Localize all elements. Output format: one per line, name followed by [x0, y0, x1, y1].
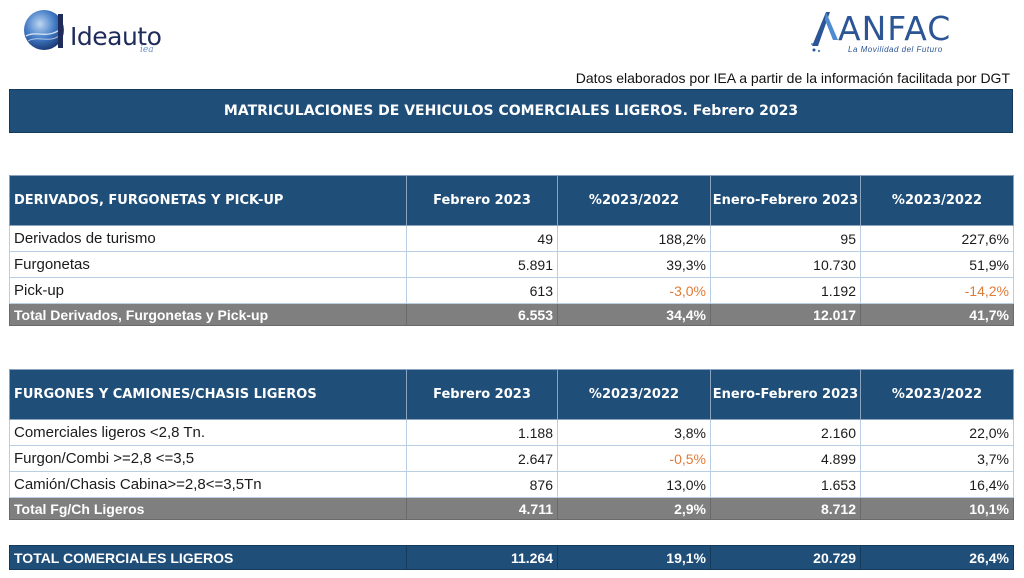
header-pct-month: %2023/2022 [557, 369, 711, 420]
header-ytd: Enero-Febrero 2023 [710, 175, 861, 226]
total-month: 4.711 [406, 497, 558, 520]
row-label: Camión/Chasis Cabina>=2,8<=3,5Tn [9, 471, 407, 498]
globe-icon [24, 10, 64, 50]
cell-ytd: 10.730 [710, 251, 861, 278]
table-row: Furgon/Combi >=2,8 <=3,5 2.647 -0,5% 4.8… [9, 445, 1014, 472]
cell-pct-ytd: 22,0% [860, 419, 1014, 446]
cell-pct-month: 188,2% [557, 225, 711, 252]
table-header-row: FURGONES Y CAMIONES/CHASIS LIGEROS Febre… [9, 369, 1014, 420]
header-category: FURGONES Y CAMIONES/CHASIS LIGEROS [9, 369, 407, 420]
header-month: Febrero 2023 [406, 369, 558, 420]
grand-total-pct-month: 19,1% [557, 545, 711, 570]
grand-total-ytd: 20.729 [710, 545, 861, 570]
table-row: Derivados de turismo 49 188,2% 95 227,6% [9, 225, 1014, 252]
cell-pct-ytd: 16,4% [860, 471, 1014, 498]
total-row: Total Fg/Ch Ligeros 4.711 2,9% 8.712 10,… [9, 497, 1014, 520]
total-month: 6.553 [406, 303, 558, 326]
cell-month: 5.891 [406, 251, 558, 278]
cell-pct-ytd: 3,7% [860, 445, 1014, 472]
cell-pct-month: 39,3% [557, 251, 711, 278]
header-pct-month: %2023/2022 [557, 175, 711, 226]
cell-pct-ytd: -14,2% [860, 277, 1014, 304]
row-label: Comerciales ligeros <2,8 Tn. [9, 419, 407, 446]
anfac-logo-sub: La Movilidad del Futuro [848, 45, 943, 54]
cell-month: 613 [406, 277, 558, 304]
grand-total-month: 11.264 [406, 545, 558, 570]
cell-ytd: 1.192 [710, 277, 861, 304]
cell-month: 1.188 [406, 419, 558, 446]
total-pct-ytd: 10,1% [860, 497, 1014, 520]
table-row: Furgonetas 5.891 39,3% 10.730 51,9% [9, 251, 1014, 278]
cell-pct-month: 3,8% [557, 419, 711, 446]
cell-pct-month: -0,5% [557, 445, 711, 472]
table-row: Camión/Chasis Cabina>=2,8<=3,5Tn 876 13,… [9, 471, 1014, 498]
ideauto-logo: Ideauto iea [22, 8, 172, 55]
table-furgones: FURGONES Y CAMIONES/CHASIS LIGEROS Febre… [9, 369, 1014, 520]
total-pct-month: 34,4% [557, 303, 711, 326]
total-ytd: 8.712 [710, 497, 861, 520]
header-pct-ytd: %2023/2022 [860, 369, 1014, 420]
cell-month: 2.647 [406, 445, 558, 472]
header-month: Febrero 2023 [406, 175, 558, 226]
row-label: Furgon/Combi >=2,8 <=3,5 [9, 445, 407, 472]
cell-pct-ytd: 51,9% [860, 251, 1014, 278]
grand-total-row: TOTAL COMERCIALES LIGEROS 11.264 19,1% 2… [9, 545, 1014, 570]
cell-pct-month: -3,0% [557, 277, 711, 304]
row-label: Furgonetas [9, 251, 407, 278]
cell-ytd: 2.160 [710, 419, 861, 446]
cell-ytd: 4.899 [710, 445, 861, 472]
grand-total-pct-ytd: 26,4% [860, 545, 1014, 570]
header-ytd: Enero-Febrero 2023 [710, 369, 861, 420]
total-pct-ytd: 41,7% [860, 303, 1014, 326]
report-title: MATRICULACIONES DE VEHICULOS COMERCIALES… [9, 89, 1013, 133]
grand-total-table: TOTAL COMERCIALES LIGEROS 11.264 19,1% 2… [9, 545, 1014, 570]
ideauto-logo-name: Ideauto [70, 22, 162, 51]
total-label: Total Fg/Ch Ligeros [9, 497, 407, 520]
grand-total-label: TOTAL COMERCIALES LIGEROS [9, 545, 407, 570]
header-category: DERIVADOS, FURGONETAS Y PICK-UP [9, 175, 407, 226]
cell-ytd: 1.653 [710, 471, 861, 498]
table-header-row: DERIVADOS, FURGONETAS Y PICK-UP Febrero … [9, 175, 1014, 226]
cell-month: 876 [406, 471, 558, 498]
table-row: Comerciales ligeros <2,8 Tn. 1.188 3,8% … [9, 419, 1014, 446]
total-ytd: 12.017 [710, 303, 861, 326]
header-pct-ytd: %2023/2022 [860, 175, 1014, 226]
table-derivados: DERIVADOS, FURGONETAS Y PICK-UP Febrero … [9, 175, 1014, 326]
ideauto-logo-sub: iea [140, 45, 154, 55]
cell-pct-month: 13,0% [557, 471, 711, 498]
anfac-logo: ANFAC La Movilidad del Futuro [808, 6, 968, 56]
cell-pct-ytd: 227,6% [860, 225, 1014, 252]
total-label: Total Derivados, Furgonetas y Pick-up [9, 303, 407, 326]
cell-month: 49 [406, 225, 558, 252]
row-label: Pick-up [9, 277, 407, 304]
total-pct-month: 2,9% [557, 497, 711, 520]
anfac-logo-name: ANFAC [838, 9, 952, 48]
total-row: Total Derivados, Furgonetas y Pick-up 6.… [9, 303, 1014, 326]
source-note: Datos elaborados por IEA a partir de la … [575, 70, 1010, 86]
cell-ytd: 95 [710, 225, 861, 252]
anfac-mark-icon [811, 12, 838, 53]
table-row: Pick-up 613 -3,0% 1.192 -14,2% [9, 277, 1014, 304]
row-label: Derivados de turismo [9, 225, 407, 252]
